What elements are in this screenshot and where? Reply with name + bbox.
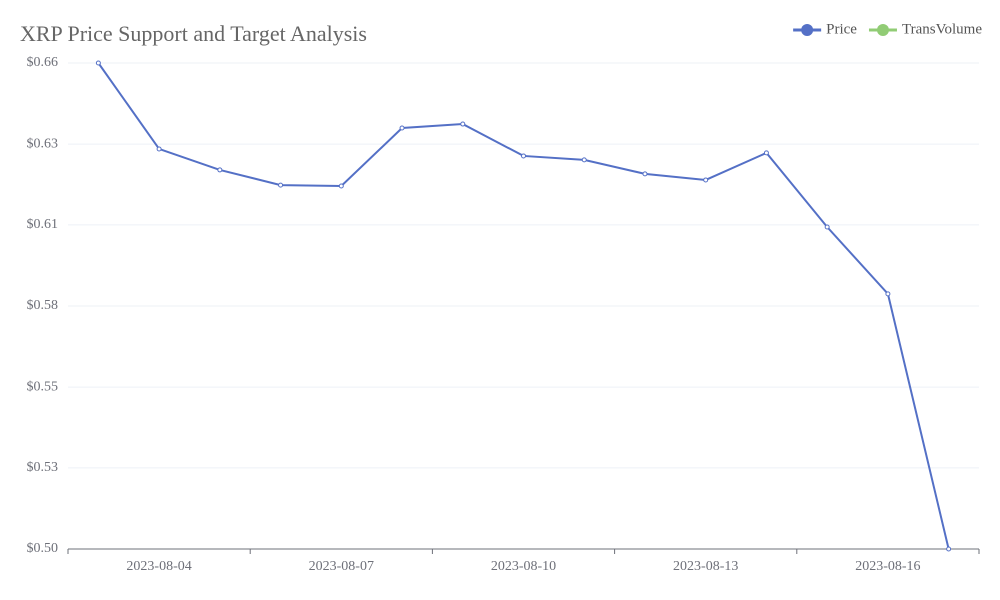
- point: [824, 224, 830, 230]
- y-tick-label: $0.66: [27, 55, 59, 70]
- legend-label: TransVolume: [902, 21, 982, 37]
- y-tick-label: $0.53: [27, 460, 59, 475]
- legend-swatch: [876, 24, 889, 36]
- y-tick-label: $0.58: [27, 298, 59, 313]
- point: [521, 153, 526, 159]
- x-tick-label: 2023-08-04: [126, 559, 191, 574]
- point: [460, 121, 466, 127]
- legend-label: Price: [826, 21, 857, 37]
- point: [885, 291, 891, 297]
- point: [399, 125, 405, 131]
- x-tick-label: 2023-08-07: [309, 559, 374, 574]
- point: [581, 157, 587, 163]
- y-tick-label: $0.55: [27, 379, 59, 394]
- point: [642, 171, 648, 177]
- x-tick-label: 2023-08-16: [855, 559, 920, 574]
- x-tick-label: 2023-08-13: [673, 559, 738, 574]
- point: [217, 167, 223, 173]
- point: [703, 177, 709, 183]
- point: [338, 183, 344, 189]
- x-tick-label: 2023-08-10: [491, 559, 556, 574]
- point: [95, 60, 101, 66]
- point: [763, 150, 769, 156]
- point: [946, 546, 952, 552]
- legend-swatch: [801, 24, 814, 36]
- y-tick-label: $0.61: [27, 217, 59, 232]
- y-tick-label: $0.63: [27, 136, 59, 151]
- point: [156, 146, 162, 152]
- chart-title: XRP Price Support and Target Analysis: [20, 21, 367, 46]
- y-tick-label: $0.50: [27, 541, 59, 556]
- point: [278, 182, 284, 188]
